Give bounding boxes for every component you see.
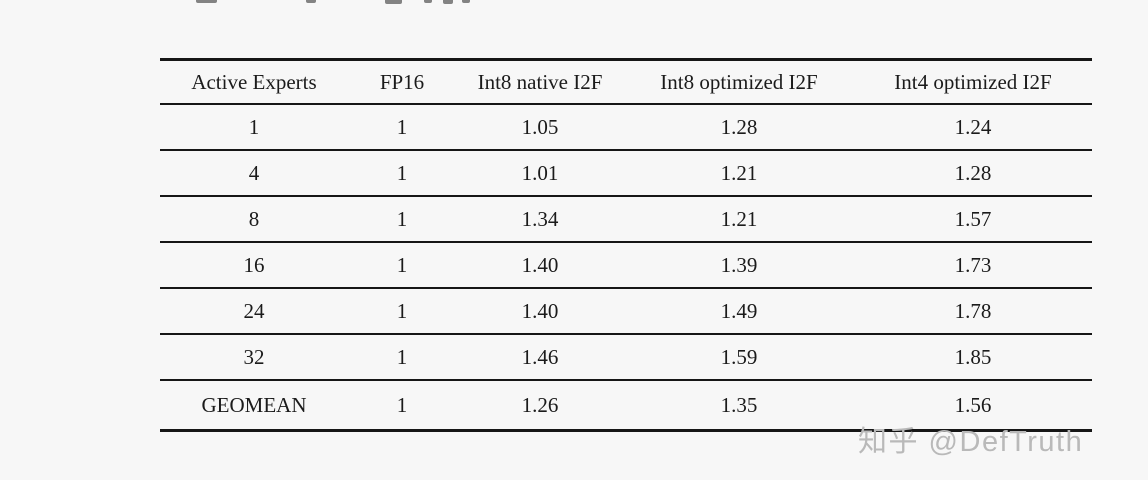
cell-fp16: 1 bbox=[348, 150, 456, 197]
cell-fp16: 1 bbox=[348, 196, 456, 243]
cell-int8-optimized: 1.39 bbox=[624, 242, 854, 289]
cropped-glyph-fragment bbox=[462, 0, 470, 3]
cell-int8-native: 1.26 bbox=[456, 380, 624, 432]
cell-int8-optimized: 1.49 bbox=[624, 288, 854, 335]
cell-int4-optimized: 1.73 bbox=[854, 242, 1092, 289]
column-header-fp16: FP16 bbox=[348, 58, 456, 105]
cell-int8-native: 1.46 bbox=[456, 334, 624, 381]
cropped-glyph-fragment bbox=[306, 0, 316, 3]
cropped-text-line bbox=[0, 0, 1148, 6]
table-header-row: Active Experts FP16 Int8 native I2F Int8… bbox=[160, 58, 1092, 105]
cell-int8-native: 1.40 bbox=[456, 288, 624, 335]
cell-fp16: 1 bbox=[348, 380, 456, 432]
cell-int8-optimized: 1.21 bbox=[624, 150, 854, 197]
table-row: 1 1 1.05 1.28 1.24 bbox=[160, 104, 1092, 151]
table-row: 32 1 1.46 1.59 1.85 bbox=[160, 334, 1092, 381]
table-row: 24 1 1.40 1.49 1.78 bbox=[160, 288, 1092, 335]
cell-int4-optimized: 1.28 bbox=[854, 150, 1092, 197]
cell-active-experts: 24 bbox=[160, 288, 348, 335]
cell-int8-optimized: 1.28 bbox=[624, 104, 854, 151]
cell-int4-optimized: 1.56 bbox=[854, 380, 1092, 432]
cell-active-experts: 4 bbox=[160, 150, 348, 197]
cell-fp16: 1 bbox=[348, 104, 456, 151]
table-row: 4 1 1.01 1.21 1.28 bbox=[160, 150, 1092, 197]
cell-int8-native: 1.01 bbox=[456, 150, 624, 197]
cell-int8-native: 1.34 bbox=[456, 196, 624, 243]
cell-active-experts: 32 bbox=[160, 334, 348, 381]
cropped-glyph-fragment bbox=[443, 0, 453, 4]
column-header-active-experts: Active Experts bbox=[160, 58, 348, 105]
cell-fp16: 1 bbox=[348, 242, 456, 289]
cropped-glyph-fragment bbox=[385, 0, 402, 4]
cell-fp16: 1 bbox=[348, 334, 456, 381]
cropped-glyph-fragment bbox=[196, 0, 217, 3]
column-header-int8-optimized-i2f: Int8 optimized I2F bbox=[624, 58, 854, 105]
cell-int8-optimized: 1.21 bbox=[624, 196, 854, 243]
cell-int4-optimized: 1.78 bbox=[854, 288, 1092, 335]
cell-active-experts: 16 bbox=[160, 242, 348, 289]
cropped-glyph-fragment bbox=[424, 0, 432, 3]
benchmark-table: Active Experts FP16 Int8 native I2F Int8… bbox=[160, 58, 1092, 432]
zhihu-watermark: 知乎 @DefTruth bbox=[858, 426, 1084, 458]
cell-active-experts: GEOMEAN bbox=[160, 380, 348, 432]
cell-active-experts: 8 bbox=[160, 196, 348, 243]
cell-int8-optimized: 1.35 bbox=[624, 380, 854, 432]
table-row: 16 1 1.40 1.39 1.73 bbox=[160, 242, 1092, 289]
cell-active-experts: 1 bbox=[160, 104, 348, 151]
cell-int4-optimized: 1.57 bbox=[854, 196, 1092, 243]
cell-int4-optimized: 1.85 bbox=[854, 334, 1092, 381]
cell-int8-optimized: 1.59 bbox=[624, 334, 854, 381]
table-row-geomean: GEOMEAN 1 1.26 1.35 1.56 bbox=[160, 380, 1092, 432]
column-header-int4-optimized-i2f: Int4 optimized I2F bbox=[854, 58, 1092, 105]
column-header-int8-native-i2f: Int8 native I2F bbox=[456, 58, 624, 105]
cell-int8-native: 1.40 bbox=[456, 242, 624, 289]
cell-fp16: 1 bbox=[348, 288, 456, 335]
table-row: 8 1 1.34 1.21 1.57 bbox=[160, 196, 1092, 243]
cell-int8-native: 1.05 bbox=[456, 104, 624, 151]
cell-int4-optimized: 1.24 bbox=[854, 104, 1092, 151]
